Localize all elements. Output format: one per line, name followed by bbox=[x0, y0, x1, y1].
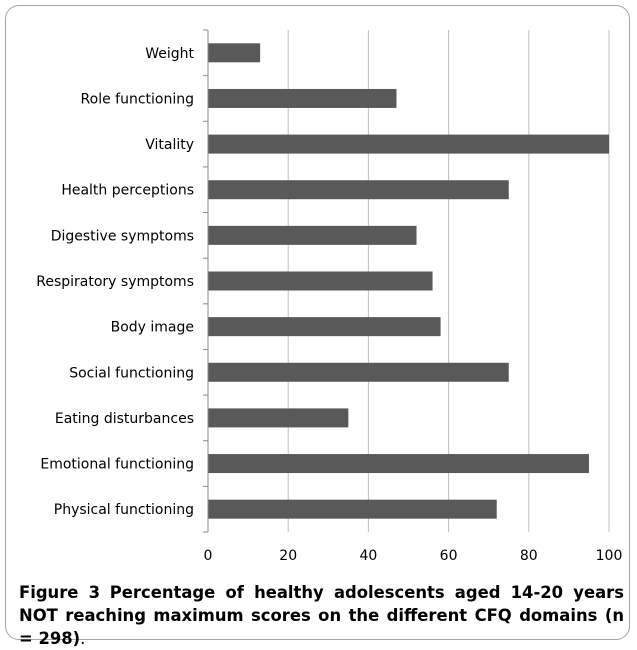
bar bbox=[208, 43, 261, 63]
label-layer: 0 20 40 60 80 100 Weight Role functioning Vitali… bbox=[36, 46, 622, 564]
category-label: Vitality bbox=[145, 137, 194, 153]
category-label: Role functioning bbox=[81, 91, 194, 107]
x-tick-label: 80 bbox=[520, 548, 538, 564]
category-label: Health perceptions bbox=[61, 183, 194, 199]
bar bbox=[208, 454, 589, 474]
bar bbox=[208, 317, 441, 337]
category-label: Eating disturbances bbox=[55, 411, 194, 427]
category-label: Weight bbox=[145, 46, 194, 62]
bar bbox=[208, 134, 609, 154]
bar bbox=[208, 225, 417, 245]
bar bbox=[208, 499, 497, 519]
x-tick-label: 0 bbox=[204, 548, 213, 564]
bar bbox=[208, 271, 433, 291]
bar-layer bbox=[208, 43, 609, 519]
category-label: Digestive symptoms bbox=[51, 228, 194, 244]
category-label: Respiratory symptoms bbox=[36, 274, 194, 290]
x-tick-label: 100 bbox=[596, 548, 623, 564]
category-label: Physical functioning bbox=[54, 502, 194, 518]
bar bbox=[208, 408, 349, 428]
category-label: Emotional functioning bbox=[40, 457, 194, 473]
x-tick-label: 40 bbox=[359, 548, 377, 564]
figure-caption-end: . bbox=[80, 629, 86, 648]
figure-label: Figure 3 bbox=[19, 583, 101, 602]
x-tick-label: 60 bbox=[440, 548, 458, 564]
axis-layer bbox=[203, 29, 209, 533]
figure-title: Percentage of healthy adolescents aged 1… bbox=[19, 583, 624, 648]
bar bbox=[208, 88, 397, 108]
figure-caption: Figure 3 Percentage of healthy adolescen… bbox=[19, 581, 624, 650]
bar bbox=[208, 180, 509, 200]
bar bbox=[208, 362, 509, 382]
category-label: Body image bbox=[111, 320, 194, 336]
x-tick-label: 20 bbox=[279, 548, 297, 564]
bar-chart: 0 20 40 60 80 100 Weight Role functioning Vitali… bbox=[36, 29, 622, 564]
category-label: Social functioning bbox=[69, 365, 194, 381]
